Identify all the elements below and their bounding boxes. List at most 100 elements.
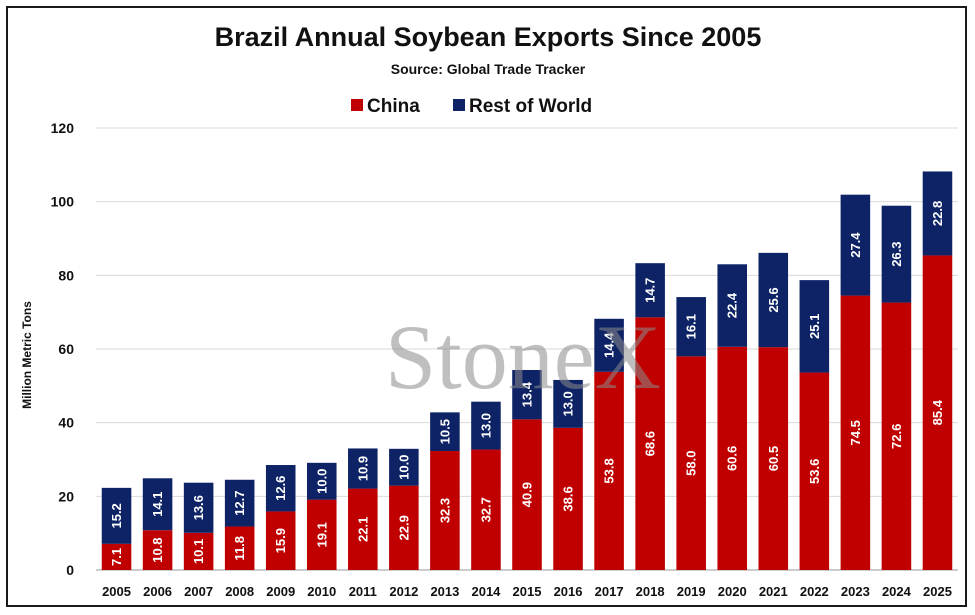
data-label-china: 10.1 [191, 539, 206, 564]
data-label-rest-of-world: 14.4 [602, 332, 617, 358]
data-label-china: 7.1 [109, 548, 124, 566]
bar-china [799, 372, 830, 570]
data-label-china: 11.8 [232, 536, 247, 561]
x-tick-label: 2009 [266, 584, 295, 599]
y-axis-label: Million Metric Tons [20, 301, 34, 409]
bar-rest-of-world [758, 252, 789, 348]
x-tick-label: 2006 [143, 584, 172, 599]
bar-china [594, 371, 624, 570]
x-tick-label: 2022 [800, 584, 829, 599]
bar-rest-of-world [306, 462, 337, 500]
data-label-rest-of-world: 15.2 [109, 503, 124, 528]
y-tick-labels: 0 20 40 60 80 100 120 [51, 120, 75, 578]
data-label-rest-of-world: 13.6 [191, 495, 206, 520]
data-label-rest-of-world: 10.0 [396, 455, 411, 480]
data-label-china: 19.1 [314, 522, 329, 547]
bar-rest-of-world [183, 482, 214, 533]
x-tick-label: 2011 [349, 584, 377, 599]
bar-china [265, 511, 296, 570]
data-label-china: 74.5 [848, 420, 863, 445]
y-tick-label: 40 [58, 415, 74, 431]
data-label-rest-of-world: 14.7 [643, 278, 658, 303]
data-label-china: 22.9 [396, 515, 411, 540]
x-tick-label: 2020 [718, 584, 747, 599]
bar-rest-of-world [224, 479, 255, 527]
data-label-china: 85.4 [930, 399, 945, 425]
data-label-china: 38.6 [561, 486, 576, 511]
data-label-rest-of-world: 13.0 [561, 391, 576, 416]
bar-rest-of-world [717, 264, 748, 347]
x-tick-label: 2008 [225, 584, 254, 599]
bar-rest-of-world [348, 448, 378, 489]
x-tick-label: 2005 [102, 584, 131, 599]
data-label-rest-of-world: 10.0 [314, 469, 329, 494]
data-label-china: 53.8 [602, 458, 617, 483]
bar-rest-of-world [471, 401, 501, 450]
data-label-china: 60.6 [725, 446, 740, 471]
x-tick-label: 2014 [471, 584, 501, 599]
bar-rest-of-world [676, 297, 706, 357]
data-label-china: 72.6 [889, 424, 904, 449]
x-tick-label: 2010 [307, 584, 336, 599]
bar-china [922, 255, 953, 570]
bar-rest-of-world [553, 379, 583, 428]
x-tick-label: 2018 [636, 584, 665, 599]
data-label-china: 58.0 [684, 451, 699, 476]
x-tick-label: 2012 [389, 584, 418, 599]
stonex-watermark: StoneX [385, 306, 661, 408]
bar-china [676, 356, 706, 570]
bar-china [142, 530, 173, 570]
data-label-china: 60.5 [766, 446, 781, 471]
bar-rest-of-world [594, 318, 624, 372]
bar-rest-of-world [922, 171, 953, 256]
data-label-china: 15.9 [273, 528, 288, 553]
y-tick-label: 0 [66, 562, 74, 578]
chart-title: Brazil Annual Soybean Exports Since 2005 [215, 22, 762, 52]
bar-china [717, 346, 748, 570]
x-tick-label: 2025 [923, 584, 952, 599]
y-tick-label: 100 [51, 194, 75, 210]
bar-china [101, 543, 132, 570]
data-label-china: 40.9 [520, 482, 535, 507]
bar-rest-of-world [142, 478, 173, 531]
x-tick-label: 2023 [841, 584, 870, 599]
y-tick-label: 60 [58, 341, 74, 357]
x-tick-label: 2013 [430, 584, 459, 599]
bar-china [881, 302, 912, 570]
y-tick-label: 20 [58, 488, 74, 504]
data-label-rest-of-world: 10.9 [355, 456, 370, 481]
bar-rest-of-world [389, 448, 419, 486]
chart-subtitle: Source: Global Trade Tracker [391, 61, 586, 77]
data-label-china: 53.6 [807, 459, 822, 484]
bar-china [635, 317, 665, 570]
legend-label-rest-of-world: Rest of World [469, 96, 592, 117]
x-tick-labels: 2005 2006 2007 2008 2009 2010 2011 2012 2013 2014… [102, 584, 952, 599]
bar-rest-of-world [512, 369, 542, 420]
bar-china [306, 499, 337, 570]
data-label-china: 22.1 [355, 517, 370, 542]
data-label-rest-of-world: 16.1 [684, 314, 699, 339]
legend-swatch-china [351, 99, 363, 111]
data-label-rest-of-world: 22.4 [725, 292, 740, 318]
x-tick-label: 2007 [184, 584, 213, 599]
data-label-rest-of-world: 12.6 [273, 476, 288, 501]
bar-rest-of-world [265, 465, 296, 512]
bar-china [224, 526, 255, 570]
data-label-rest-of-world: 27.4 [848, 232, 863, 258]
stacked-bar-chart: Brazil Annual Soybean Exports Since 2005… [20, 22, 958, 599]
x-tick-label: 2021 [759, 584, 788, 599]
data-label-china: 10.8 [150, 537, 165, 562]
bar-rest-of-world [840, 194, 871, 296]
data-label-china: 32.3 [437, 498, 452, 523]
data-label-rest-of-world: 13.4 [520, 381, 535, 407]
data-label-rest-of-world: 10.5 [437, 419, 452, 444]
bar-china [471, 449, 501, 570]
x-tick-label: 2015 [513, 584, 542, 599]
y-tick-label: 120 [51, 120, 75, 136]
data-label-rest-of-world: 12.7 [232, 490, 247, 515]
chart-frame: Brazil Annual Soybean Exports Since 2005… [6, 6, 967, 607]
data-label-china: 68.6 [643, 431, 658, 456]
bar-rest-of-world [881, 205, 912, 303]
data-label-china: 32.7 [478, 497, 493, 522]
bars: 7.1 15.2 10.8 14.1 10.1 13.6 11.8 12.7 15.9 12.6 1… [101, 171, 953, 570]
